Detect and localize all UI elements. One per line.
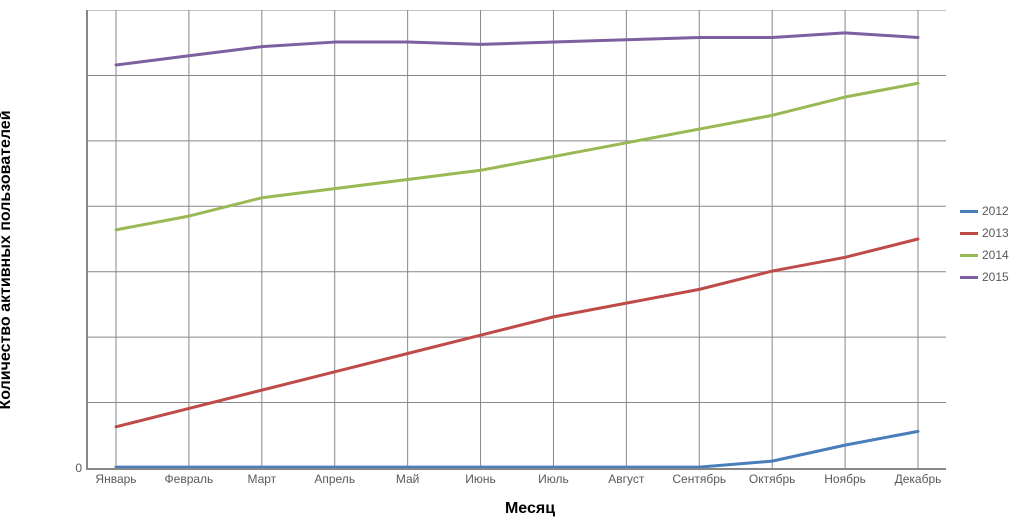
- x-tick-label: Август: [608, 472, 644, 486]
- legend-swatch: [960, 276, 978, 279]
- legend-swatch: [960, 232, 978, 235]
- x-tick-label: Сентябрь: [672, 472, 726, 486]
- series-line-2013: [116, 239, 918, 427]
- series-line-2014: [116, 83, 918, 230]
- legend-label: 2014: [982, 248, 1009, 262]
- x-tick-label: Октябрь: [749, 472, 796, 486]
- series-line-2015: [116, 33, 918, 65]
- x-tick-label: Декабрь: [895, 472, 942, 486]
- x-tick-label: Январь: [95, 472, 136, 486]
- legend-label: 2015: [982, 270, 1009, 284]
- x-tick-label: Ноябрь: [824, 472, 866, 486]
- legend-item-2012: 2012: [960, 200, 1020, 222]
- legend-label: 2012: [982, 204, 1009, 218]
- y-tick-label: 0: [58, 461, 82, 475]
- plot-area: 0 ЯнварьФевральМартАпрельМайИюньИюльАвгу…: [86, 10, 946, 470]
- legend-item-2014: 2014: [960, 244, 1020, 266]
- x-tick-label: Июль: [538, 472, 569, 486]
- x-tick-label: Июнь: [465, 472, 496, 486]
- legend-label: 2013: [982, 226, 1009, 240]
- x-tick-labels: Январь Февраль Март Апрель Май Июнь Июль Август…: [88, 468, 946, 492]
- legend-item-2015: 2015: [960, 266, 1020, 288]
- series-line-2012: [116, 431, 918, 467]
- legend: 2012 2013 2014 2015: [960, 200, 1020, 288]
- legend-item-2013: 2013: [960, 222, 1020, 244]
- x-axis-title: Месяц: [505, 500, 555, 518]
- x-tick-label: Апрель: [314, 472, 355, 486]
- legend-swatch: [960, 254, 978, 257]
- y-axis-title: Количество активных пользователей: [0, 110, 15, 409]
- x-tick-label: Май: [396, 472, 420, 486]
- legend-swatch: [960, 210, 978, 213]
- chart-svg: [88, 10, 946, 468]
- x-tick-label: Март: [247, 472, 276, 486]
- x-tick-label: Февраль: [165, 472, 214, 486]
